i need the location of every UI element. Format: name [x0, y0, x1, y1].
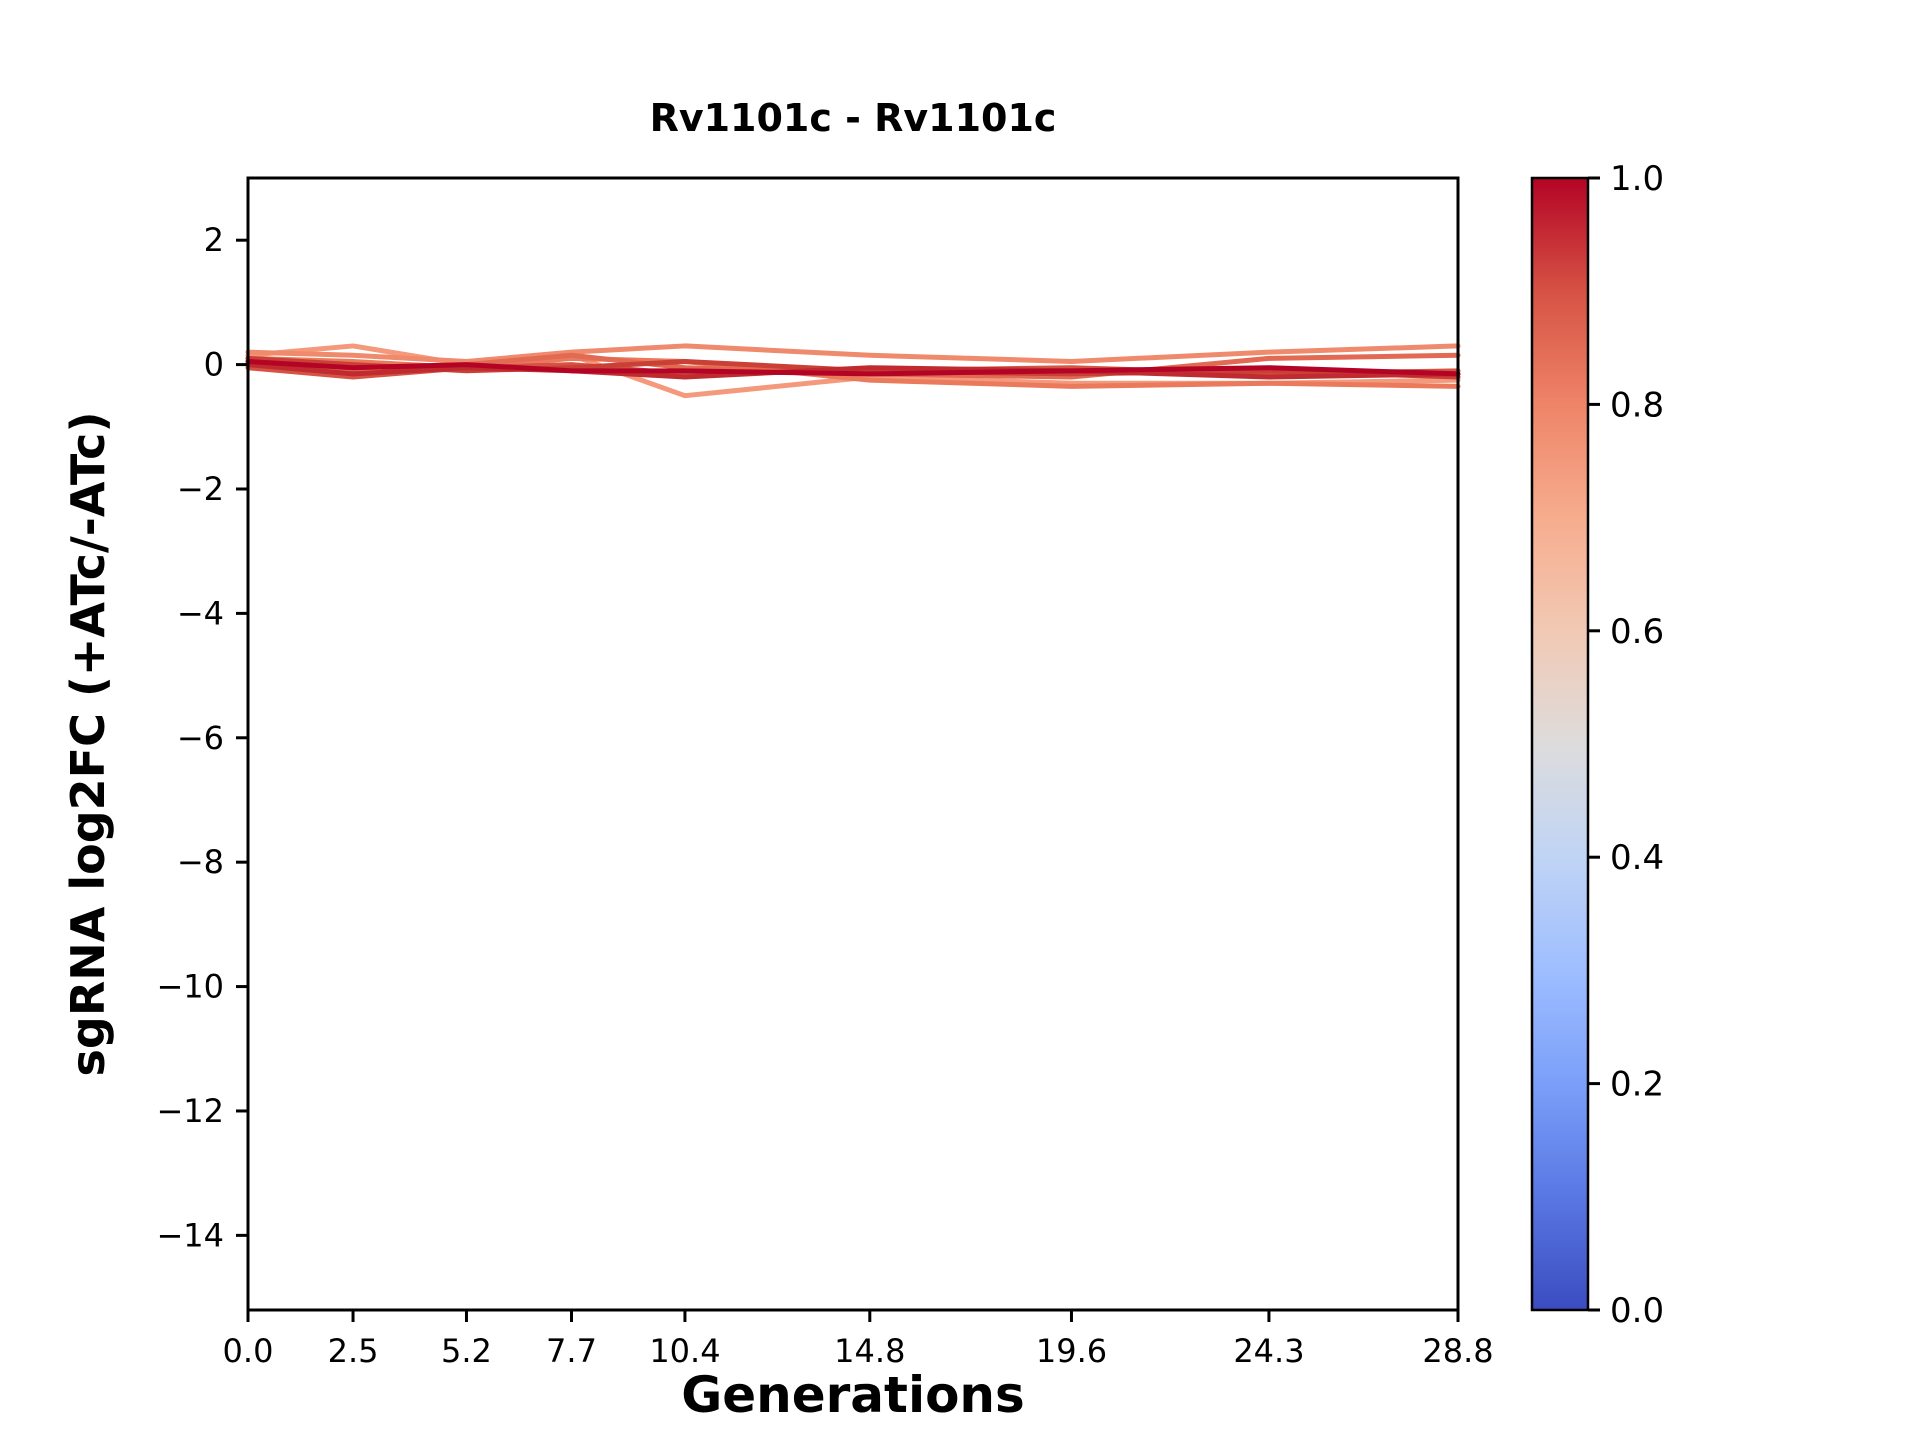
y-tick-label: 2 [204, 221, 224, 259]
x-tick-label: 7.7 [546, 1332, 597, 1370]
colorbar [1530, 176, 1590, 1312]
colorbar-tick-label: 0.4 [1610, 838, 1664, 878]
colorbar-tick-label: 0.6 [1610, 612, 1664, 652]
x-tick-label: 0.0 [223, 1332, 274, 1370]
x-tick-label: 2.5 [328, 1332, 379, 1370]
y-tick-label: −12 [156, 1092, 224, 1130]
series-line [245, 343, 1461, 364]
chart-title: Rv1101c - Rv1101c [649, 96, 1057, 140]
series-line [245, 358, 1461, 377]
colorbar-tick-label: 0.8 [1610, 385, 1664, 425]
y-tick-label: −2 [177, 470, 224, 508]
colorbar-tick-label: 1.0 [1610, 159, 1664, 199]
x-tick-label: 28.8 [1422, 1332, 1493, 1370]
y-tick-label: −14 [156, 1216, 224, 1254]
x-axis-label: Generations [681, 1366, 1025, 1424]
colorbar-tick-label: 0.2 [1610, 1065, 1664, 1105]
y-tick-label: −8 [177, 843, 224, 881]
colorbar-tick-label: 0.0 [1610, 1291, 1664, 1331]
x-tick-label: 5.2 [441, 1332, 492, 1370]
series-line [245, 362, 1461, 380]
y-tick-label: −4 [177, 594, 224, 632]
x-tick-label: 19.6 [1036, 1332, 1107, 1370]
y-tick-label: 0 [204, 346, 224, 384]
x-tick-label: 24.3 [1233, 1332, 1304, 1370]
x-tick-label: 14.8 [834, 1332, 905, 1370]
y-tick-label: −6 [177, 719, 224, 757]
y-tick-label: −10 [156, 968, 224, 1006]
x-tick-label: 10.4 [649, 1332, 720, 1370]
axes-frame [246, 176, 1460, 1312]
